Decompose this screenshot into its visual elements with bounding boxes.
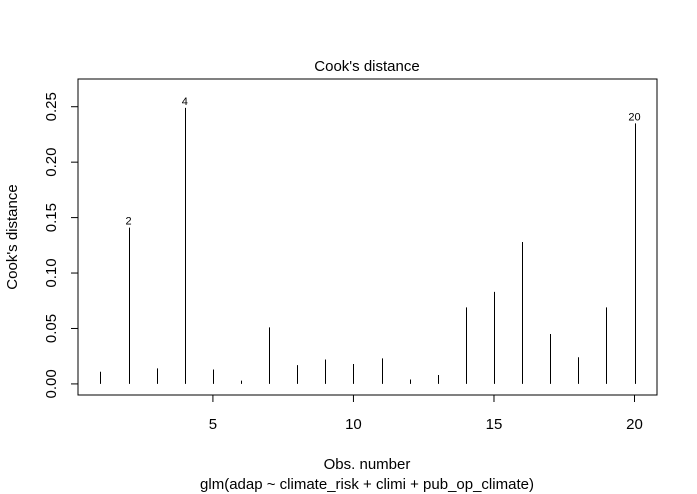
y-axis: 0.00 0.05 0.10 0.15 0.20 0.25 <box>43 92 78 399</box>
y-axis-label: Cook's distance <box>4 184 21 289</box>
y-tick-label: 0.10 <box>43 258 60 287</box>
x-tick-label: 20 <box>626 416 643 433</box>
chart-subtitle: glm(adap ~ climate_risk + climi + pub_op… <box>200 476 534 493</box>
x-tick-label: 15 <box>486 416 503 433</box>
x-tick-label: 5 <box>209 416 217 433</box>
point-labels-group: 2 4 20 <box>126 96 641 228</box>
point-label-2: 2 <box>126 216 132 228</box>
plot-frame <box>77 78 658 396</box>
x-axis: 5 10 15 20 <box>209 395 643 433</box>
point-label-4: 4 <box>182 96 188 108</box>
chart-title: Cook's distance <box>314 58 419 75</box>
y-tick-label: 0.20 <box>43 148 60 177</box>
y-tick-label: 0.00 <box>43 369 60 398</box>
x-tick-label: 10 <box>345 416 362 433</box>
y-tick-label: 0.05 <box>43 314 60 343</box>
y-tick-label: 0.25 <box>43 92 60 121</box>
x-axis-label: Obs. number <box>324 456 411 473</box>
point-label-20: 20 <box>628 111 640 123</box>
y-tick-label: 0.15 <box>43 203 60 232</box>
bars-group <box>100 107 636 384</box>
